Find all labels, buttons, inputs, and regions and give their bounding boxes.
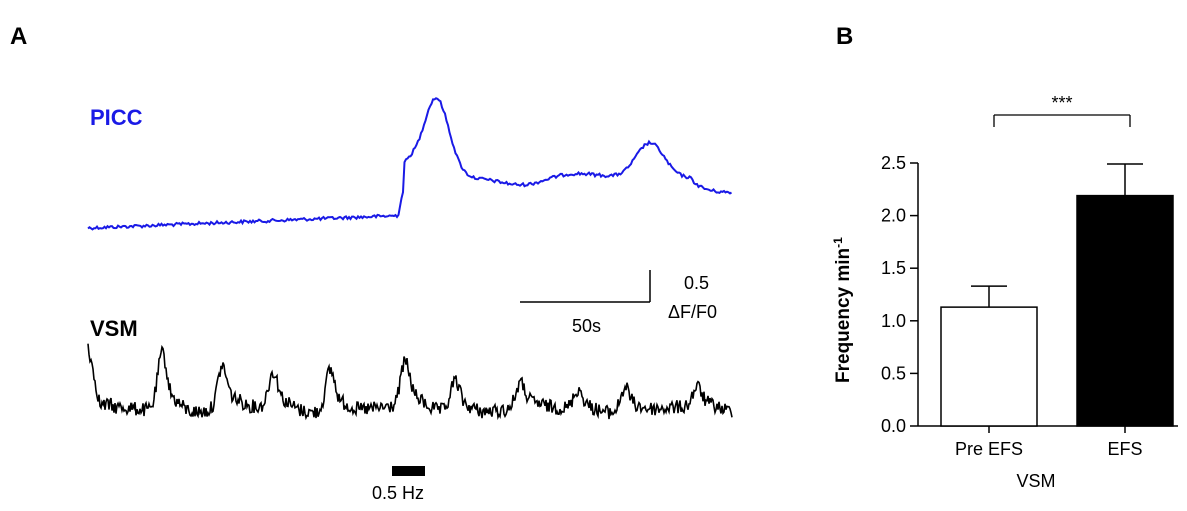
x-axis-title: VSM bbox=[1016, 471, 1055, 491]
scale-time-label: 50s bbox=[572, 316, 601, 336]
bar bbox=[940, 306, 1038, 427]
y-tick-label: 2.5 bbox=[881, 153, 906, 173]
y-tick-label: 0.5 bbox=[881, 363, 906, 383]
x-tick-label: EFS bbox=[1107, 439, 1142, 459]
y-axis-title: Frequency min-1 bbox=[831, 237, 854, 383]
panel-b-label: B bbox=[836, 23, 853, 50]
picc-trace-label: PICC bbox=[90, 105, 143, 130]
y-axis-title-sup: -1 bbox=[831, 237, 845, 248]
vsm-trace-label: VSM bbox=[90, 316, 138, 341]
bar-chart: 0.0 0.5 1.0 1.5 2.0 2.5 Pre EFS EFS bbox=[881, 153, 1178, 459]
y-tick-label: 1.0 bbox=[881, 311, 906, 331]
y-axis-title-main: Frequency min bbox=[833, 248, 854, 383]
scale-bar: 50s 0.5 ΔF/F0 bbox=[520, 270, 717, 336]
stimulus-bar bbox=[392, 466, 425, 476]
significance-label: *** bbox=[1051, 93, 1072, 113]
y-tick-label: 0.0 bbox=[881, 416, 906, 436]
y-tick-label: 1.5 bbox=[881, 258, 906, 278]
picc-trace bbox=[87, 97, 733, 231]
bar bbox=[1076, 194, 1174, 427]
y-tick-label: 2.0 bbox=[881, 206, 906, 226]
scale-amp-unit: ΔF/F0 bbox=[668, 302, 717, 322]
vsm-trace bbox=[87, 343, 733, 421]
panel-a-label: A bbox=[10, 23, 27, 50]
scale-amp-value: 0.5 bbox=[684, 273, 709, 293]
significance-bracket: *** bbox=[993, 93, 1131, 127]
stimulus-label: 0.5 Hz bbox=[372, 483, 424, 503]
x-tick-label: Pre EFS bbox=[955, 439, 1023, 459]
